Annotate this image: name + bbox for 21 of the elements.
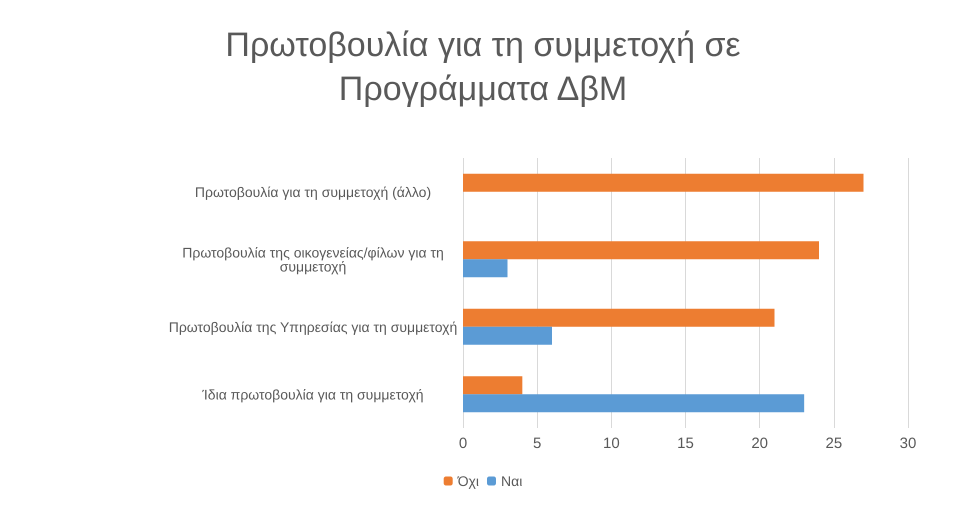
x-tick-label: 10 [602, 435, 620, 452]
y-tick-label: Πρωτοβουλία για τη συμμετοχή (άλλο) [194, 184, 432, 200]
bar [463, 308, 774, 327]
y-tick-label: Πρωτοβουλία της Υπηρεσίας για τη συμμετοχή [168, 318, 458, 335]
bar [463, 174, 864, 192]
bar [463, 241, 819, 260]
x-tick-label: 30 [900, 435, 916, 452]
x-tick-label: 20 [751, 435, 768, 452]
x-tick-label: 5 [532, 435, 542, 452]
chart-title: Πρωτοβουλία για τη συμμετοχή σε Προγράμματα ΔβΜ [225, 26, 741, 108]
x-tick-label: 15 [677, 435, 694, 452]
legend-label: Όχι [456, 473, 480, 489]
bar [463, 376, 522, 394]
bar [463, 394, 804, 412]
x-tick-label: 0 [458, 435, 468, 452]
x-tick-label: 25 [825, 435, 842, 452]
bar [463, 259, 508, 278]
y-tick-label: Πρωτοβουλία της οικογενείας/φίλων για τη συμμετοχή [182, 244, 444, 274]
bar [463, 326, 552, 345]
y-tick-label: Ίδια πρωτοβουλία για τη συμμετοχή [201, 386, 424, 402]
legend-label: Ναι [500, 473, 522, 489]
